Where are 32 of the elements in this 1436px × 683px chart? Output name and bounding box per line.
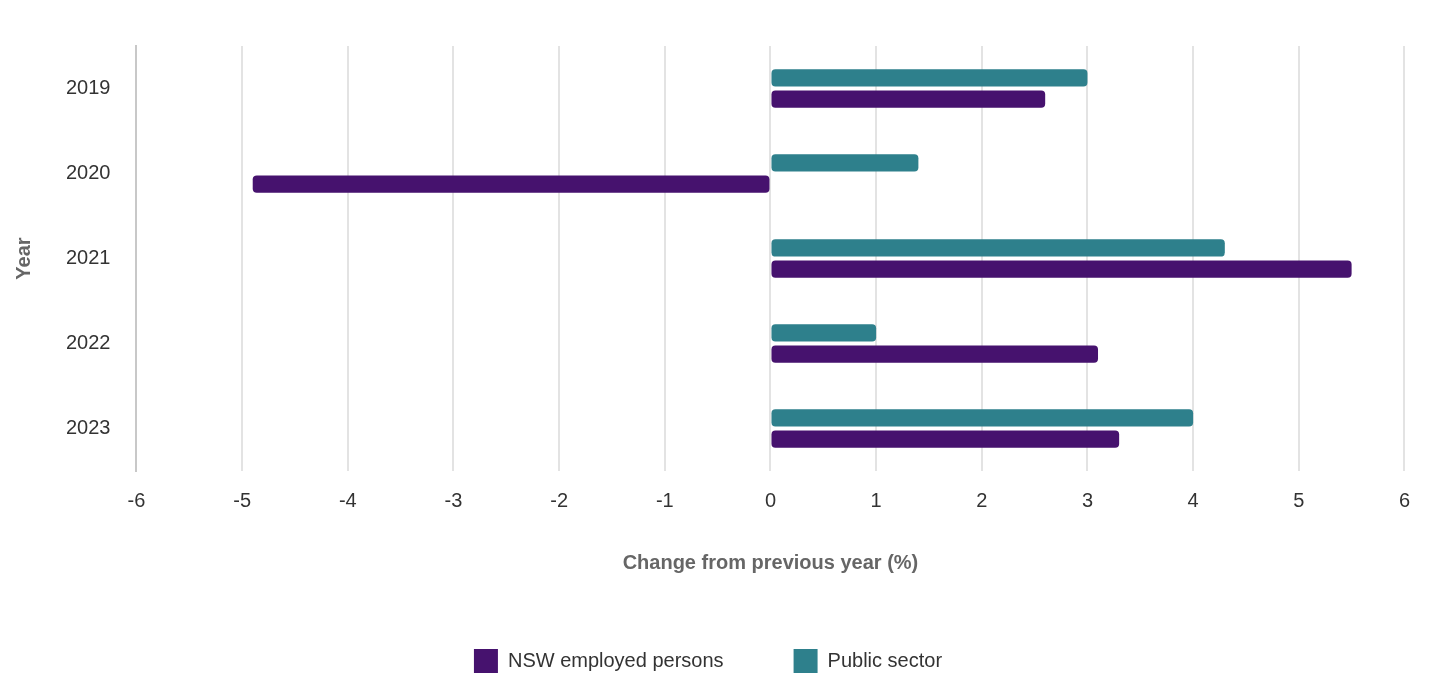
y-tick-label: 2023 [65, 416, 111, 439]
legend-label: NSW employed persons [507, 648, 724, 671]
x-tick-label: -1 [655, 488, 674, 511]
bar [771, 239, 1225, 257]
bar [252, 175, 770, 193]
x-tick-label: 6 [1398, 488, 1410, 511]
x-axis-title: Change from previous year (%) [622, 550, 919, 573]
y-tick-label: 2022 [65, 331, 111, 354]
y-tick-label: 2019 [65, 76, 111, 99]
x-tick-label: -3 [444, 488, 463, 511]
y-axis-title: Year [11, 237, 34, 280]
bar [771, 90, 1046, 108]
x-tick-label: 2 [976, 488, 988, 511]
x-tick-label: 0 [764, 488, 777, 511]
x-tick-label: -4 [338, 488, 357, 511]
x-tick-label: 4 [1187, 488, 1199, 511]
bar [771, 345, 1099, 363]
bar [771, 154, 919, 172]
y-tick-label: 2021 [65, 246, 111, 269]
x-tick-label: 3 [1081, 488, 1094, 511]
x-tick-label: -2 [550, 488, 569, 511]
legend-label: Public sector [827, 648, 943, 671]
x-tick-label: 5 [1293, 488, 1305, 511]
x-tick-label: -6 [127, 488, 146, 511]
x-tick-label: 1 [870, 488, 882, 511]
bar [771, 409, 1194, 427]
bar [771, 324, 877, 342]
x-tick-label: -5 [233, 488, 252, 511]
bar [771, 69, 1088, 87]
bar [771, 260, 1352, 278]
bar [771, 430, 1120, 448]
y-tick-label: 2020 [65, 161, 111, 184]
